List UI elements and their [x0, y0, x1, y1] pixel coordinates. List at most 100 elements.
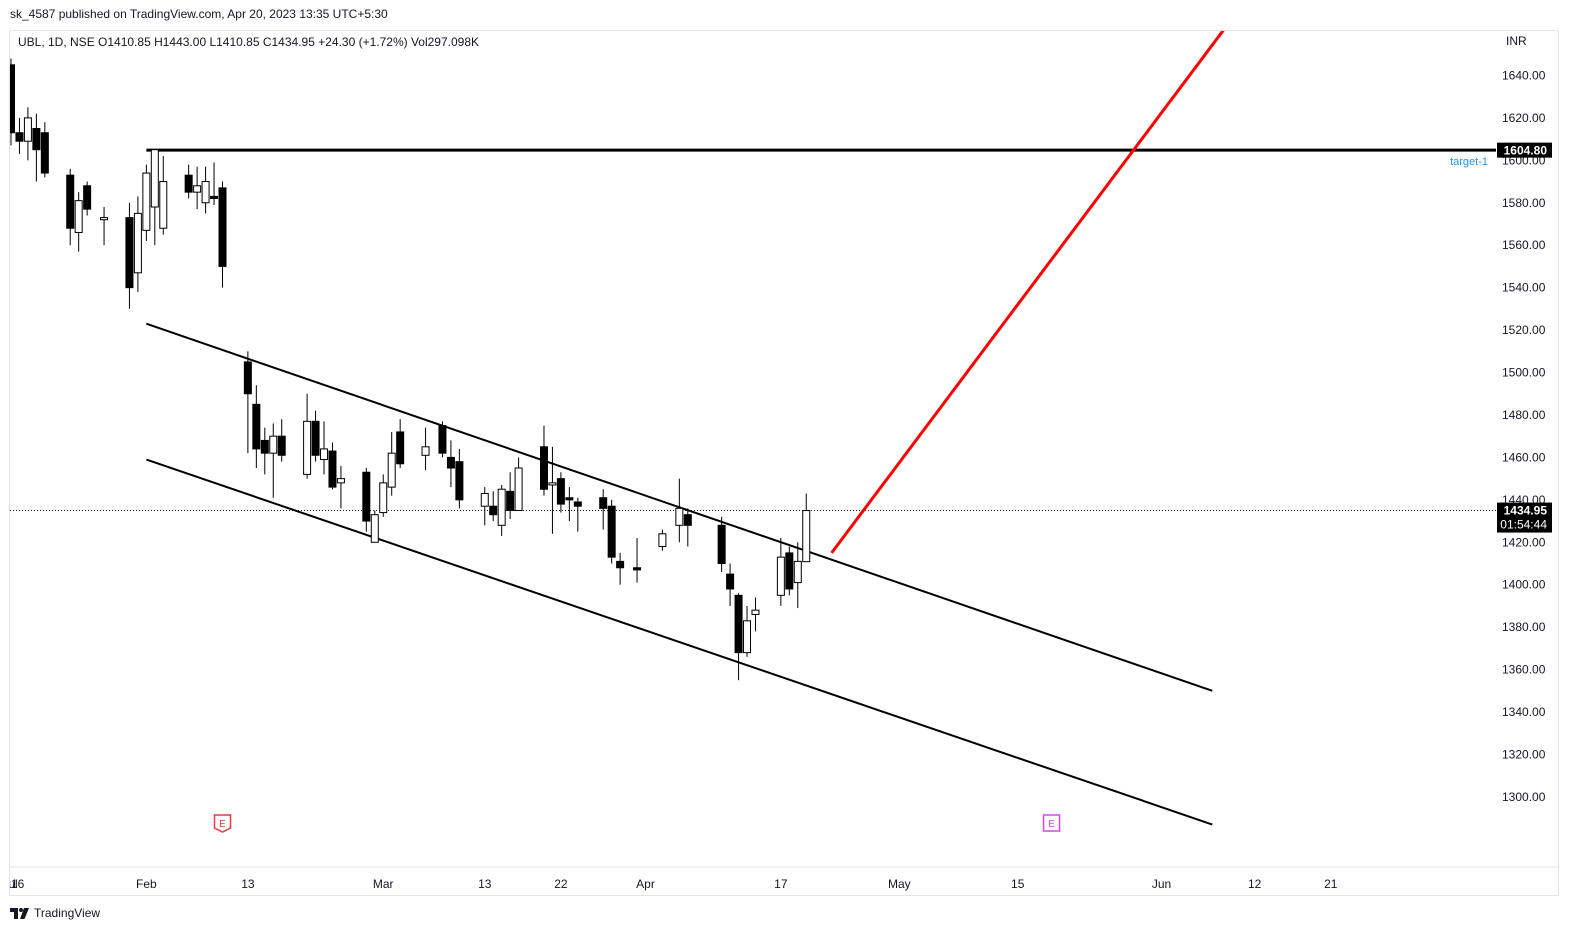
- chart-frame[interactable]: UBL, 1D, NSE O1410.85 H1443.00 L1410.85 …: [9, 30, 1560, 897]
- x-tick-label: 13: [478, 877, 492, 891]
- candle[interactable]: [66, 168, 75, 246]
- candle[interactable]: [599, 489, 608, 530]
- candle-body: [379, 482, 388, 514]
- candle[interactable]: [421, 427, 430, 471]
- candle-body: [506, 490, 515, 511]
- candle-body: [607, 505, 616, 558]
- candle[interactable]: [252, 385, 261, 469]
- candle[interactable]: [311, 410, 320, 462]
- candle[interactable]: [40, 122, 49, 178]
- candle[interactable]: [455, 448, 464, 509]
- candle[interactable]: [497, 484, 506, 536]
- candle-body: [396, 431, 405, 465]
- candle-body: [599, 497, 608, 509]
- candle[interactable]: [396, 419, 405, 469]
- candle[interactable]: [32, 113, 41, 182]
- candle[interactable]: [303, 393, 312, 479]
- candle[interactable]: [10, 58, 15, 146]
- tradingview-logo[interactable]: TradingView: [10, 906, 100, 920]
- candle[interactable]: [776, 538, 785, 606]
- y-tick-label: 1360.00: [1502, 663, 1546, 677]
- candle[interactable]: [489, 491, 498, 522]
- publish-line: sk_4587 published on TradingView.com, Ap…: [10, 7, 388, 21]
- candle[interactable]: [751, 597, 760, 632]
- candle[interactable]: [150, 149, 159, 246]
- candle[interactable]: [201, 166, 210, 214]
- y-tick-label: 1520.00: [1502, 323, 1546, 337]
- candle[interactable]: [743, 605, 752, 657]
- candle-body: [743, 620, 752, 654]
- candle-body: [260, 439, 269, 454]
- candle[interactable]: [675, 478, 684, 543]
- candle[interactable]: [565, 487, 574, 522]
- candle[interactable]: [556, 472, 565, 513]
- candle[interactable]: [100, 207, 109, 246]
- candle[interactable]: [142, 164, 151, 241]
- candle[interactable]: [506, 472, 515, 519]
- earnings-marker[interactable]: E: [213, 814, 232, 833]
- target-name-label: target-1: [1450, 156, 1488, 168]
- candle[interactable]: [184, 164, 193, 199]
- candle[interactable]: [607, 499, 616, 564]
- candle[interactable]: [362, 468, 371, 532]
- candle[interactable]: [269, 423, 278, 498]
- candle[interactable]: [260, 427, 269, 475]
- candle[interactable]: [379, 474, 388, 517]
- candle[interactable]: [387, 431, 396, 496]
- candle-body: [15, 132, 24, 142]
- candle[interactable]: [548, 446, 557, 534]
- candle[interactable]: [480, 487, 489, 526]
- candle[interactable]: [683, 508, 692, 547]
- earnings-marker-label: E: [1048, 819, 1055, 830]
- candle-body: [573, 501, 582, 507]
- candle[interactable]: [785, 546, 794, 596]
- y-tick-label: 1420.00: [1502, 535, 1546, 549]
- candle-body: [802, 510, 811, 563]
- candle[interactable]: [539, 425, 548, 496]
- candle[interactable]: [243, 351, 252, 454]
- y-tick-label: 1540.00: [1502, 281, 1546, 295]
- candle[interactable]: [370, 510, 379, 543]
- candle[interactable]: [159, 156, 168, 235]
- candle[interactable]: [320, 421, 329, 475]
- candlestick-chart[interactable]: UBL, 1D, NSE O1410.85 H1443.00 L1410.85 …: [10, 31, 1560, 897]
- candle[interactable]: [793, 542, 802, 609]
- last-price-badge-bg: [1497, 502, 1552, 533]
- candle-body: [565, 497, 574, 501]
- projection-line[interactable]: [830, 31, 1230, 554]
- candle-body: [150, 149, 159, 208]
- tradingview-logo-icon: [10, 907, 29, 919]
- candle[interactable]: [210, 162, 219, 205]
- candle[interactable]: [802, 493, 811, 563]
- candle[interactable]: [23, 107, 32, 161]
- x-tick-label: May: [888, 877, 911, 891]
- candle[interactable]: [514, 457, 523, 511]
- candle[interactable]: [726, 563, 735, 606]
- candle[interactable]: [734, 593, 743, 681]
- candle[interactable]: [193, 166, 202, 210]
- candle[interactable]: [83, 181, 92, 216]
- candle-body: [548, 482, 557, 486]
- candle[interactable]: [616, 552, 625, 585]
- candle[interactable]: [717, 516, 726, 572]
- x-tick-label: Apr: [636, 877, 655, 891]
- candle[interactable]: [277, 419, 286, 462]
- candle[interactable]: [218, 181, 227, 288]
- candle[interactable]: [446, 440, 455, 488]
- candle[interactable]: [125, 202, 134, 309]
- candle[interactable]: [438, 421, 447, 458]
- candle[interactable]: [15, 117, 24, 154]
- candle[interactable]: [633, 538, 642, 583]
- candle[interactable]: [336, 465, 345, 509]
- candle[interactable]: [74, 192, 83, 252]
- candle[interactable]: [658, 529, 667, 551]
- candle[interactable]: [328, 442, 337, 490]
- earnings-marker[interactable]: E: [1042, 814, 1061, 832]
- channel-lower-line[interactable]: [146, 458, 1213, 826]
- candle-body: [387, 452, 396, 488]
- candle-body: [785, 552, 794, 590]
- candle-body: [734, 594, 743, 654]
- candle[interactable]: [133, 196, 142, 292]
- candle-body: [277, 435, 286, 456]
- candle[interactable]: [573, 497, 582, 532]
